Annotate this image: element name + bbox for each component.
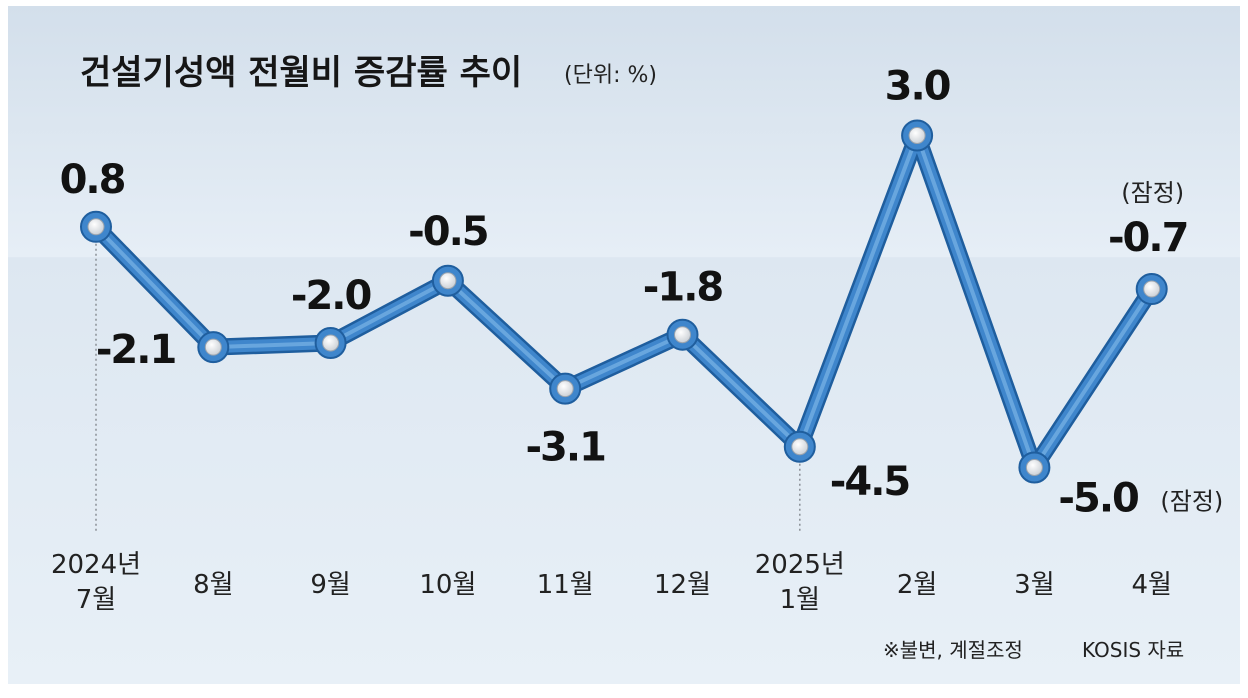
guide-lines — [95, 238, 801, 532]
data-markers — [80, 119, 1168, 484]
value-label: 0.8 — [60, 157, 125, 203]
series-line-highlight — [94, 133, 1154, 470]
data-point — [439, 272, 457, 290]
value-label: -0.7 — [1108, 215, 1187, 261]
data-point — [322, 334, 340, 352]
value-label: -2.1 — [96, 327, 176, 373]
x-tick-label: 10월 — [419, 570, 476, 600]
x-tick-label: 1월 — [780, 585, 820, 615]
data-point — [556, 380, 574, 398]
value-label: 3.0 — [885, 64, 950, 110]
value-labels: 0.8 -2.1 -2.0 -0.5 -3.1 -1.8 -4.5 3.0 -5.0 -0.7 (잠… — [60, 64, 1224, 522]
value-label: -2.0 — [291, 273, 371, 319]
x-tick-label: 12월 — [654, 570, 711, 600]
x-tick-label: 2025년 — [755, 550, 845, 580]
x-tick-label: 2월 — [897, 570, 937, 600]
x-tick-label: 11월 — [537, 570, 594, 600]
data-point — [204, 338, 222, 356]
data-point — [908, 127, 926, 144]
data-point — [87, 218, 105, 236]
value-label: -4.5 — [830, 459, 910, 505]
footnote-source: KOSIS 자료 — [1082, 638, 1184, 662]
chart-title: 건설기성액 전월비 증감률 추이 — [80, 53, 522, 93]
value-label: -1.8 — [643, 265, 723, 311]
provisional-label: (잠정) — [1160, 488, 1223, 516]
x-tick-label: 2024년 — [51, 550, 141, 580]
x-tick-label: 4월 — [1131, 570, 1171, 600]
value-label: -3.1 — [525, 425, 605, 471]
x-tick-label: 8월 — [193, 570, 233, 600]
series-line — [87, 127, 1161, 476]
x-tick-label: 3월 — [1014, 570, 1054, 600]
value-label: -5.0 — [1058, 476, 1138, 522]
x-tick-label: 7월 — [76, 585, 116, 615]
data-point — [674, 326, 691, 344]
x-axis-ticks: 2024년 7월 8월 9월 10월 11월 12월 2025년 1월 2월 3월 4월 — [51, 550, 1172, 615]
value-label: -0.5 — [408, 209, 488, 255]
data-point — [791, 438, 809, 456]
chart-unit: (단위: %) — [564, 63, 657, 88]
provisional-label: (잠정) — [1121, 179, 1184, 207]
footnote-adjustment: ※불변, 계절조정 — [883, 638, 1023, 662]
data-point — [1143, 280, 1161, 298]
x-tick-label: 9월 — [310, 570, 350, 600]
data-point — [1025, 459, 1043, 476]
